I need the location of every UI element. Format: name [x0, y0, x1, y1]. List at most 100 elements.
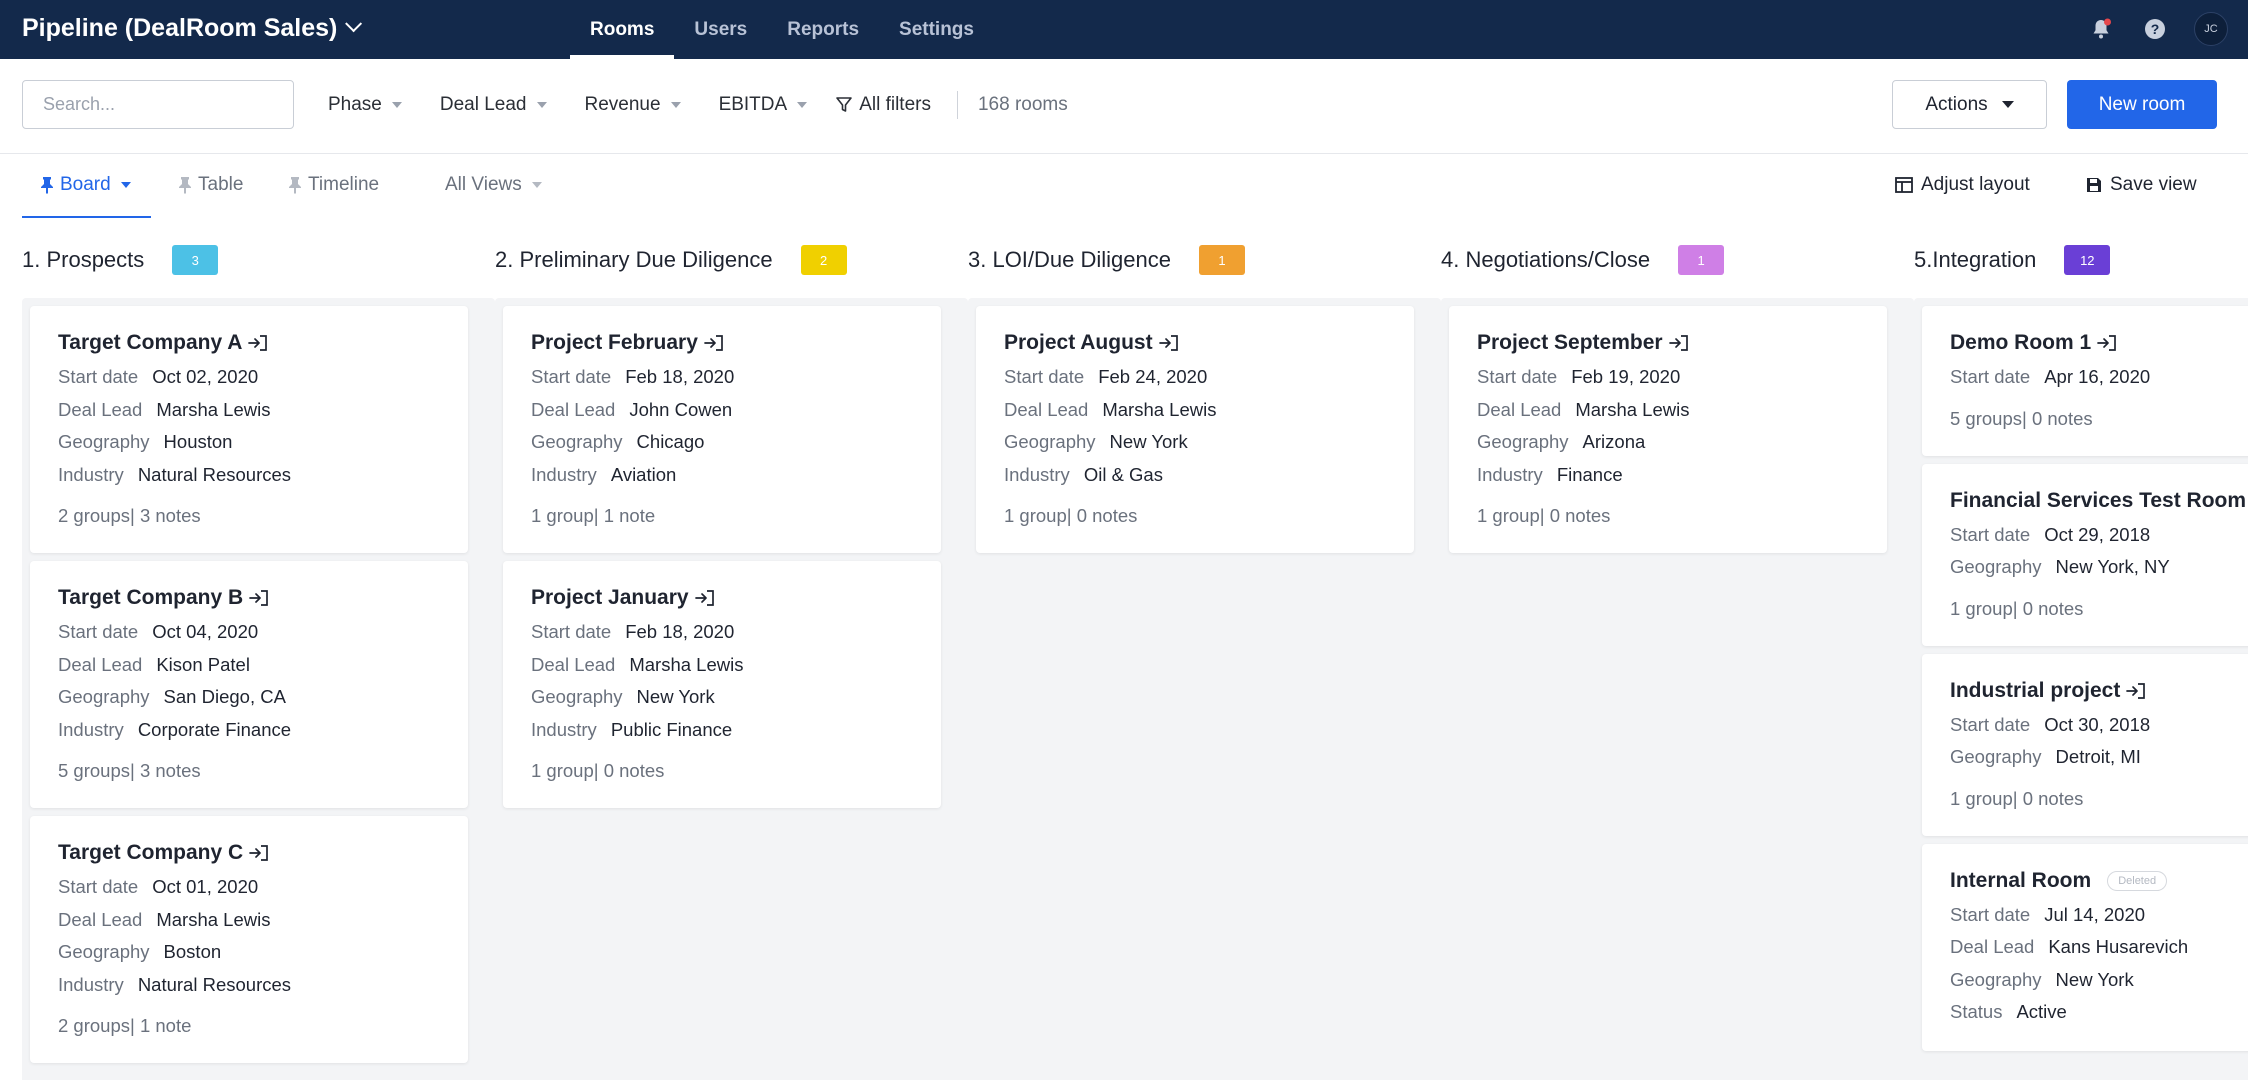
revenue-filter-label: Revenue — [584, 93, 661, 115]
actions-button[interactable]: Actions — [1892, 80, 2047, 129]
column-count-badge: 2 — [800, 245, 847, 275]
field-value: Kison Patel — [156, 653, 250, 675]
field-label: Start date — [531, 366, 612, 388]
card-field-row: Deal Lead Marsha Lewis — [1004, 394, 1414, 427]
groups-notes-count: 1 group| 0 notes — [1477, 505, 1611, 526]
tab-table[interactable]: Table — [178, 154, 243, 216]
column-count-badge: 1 — [1199, 245, 1245, 275]
column-header: 1. Prospects 3 — [22, 243, 219, 277]
enter-room-icon[interactable] — [694, 589, 715, 607]
tab-timeline[interactable]: Timeline — [288, 154, 379, 216]
room-card-title[interactable]: Target Company B — [58, 583, 468, 613]
room-card[interactable]: Financial Services Test Room Start date Oc… — [1922, 463, 2248, 646]
room-card-title[interactable]: Target Company C — [58, 838, 468, 868]
card-field-row: Geography San Diego, CA — [58, 681, 468, 714]
field-label: Geography — [531, 431, 623, 453]
groups-notes-count: 2 groups| 3 notes — [58, 505, 201, 526]
top-nav-bar: Pipeline (DealRoom Sales) Rooms Users Re… — [0, 0, 2248, 59]
card-field-row: Deal Lead Kison Patel — [58, 649, 468, 682]
enter-room-icon[interactable] — [2097, 334, 2117, 352]
field-value: Marsha Lewis — [156, 398, 271, 420]
room-card-title[interactable]: Target Company A — [58, 328, 468, 358]
room-card[interactable]: Target Company B Start date Oct 04, 2020 De… — [30, 561, 468, 808]
pipeline-switcher[interactable]: Pipeline (DealRoom Sales) — [22, 0, 363, 56]
room-card-title[interactable]: Industrial project — [1950, 676, 2248, 706]
enter-room-icon[interactable] — [704, 334, 724, 352]
room-card[interactable]: Target Company C Start date Oct 01, 2020 De… — [30, 816, 468, 1063]
field-value: Feb 18, 2020 — [625, 621, 735, 643]
tab-board-label: Board — [60, 174, 111, 195]
card-field-row: Industry Corporate Finance — [58, 714, 468, 747]
room-name: Project August — [1004, 331, 1153, 354]
room-card-title[interactable]: Project September — [1477, 328, 1887, 358]
field-label: Start date — [1950, 366, 2031, 388]
deleted-badge: Deleted — [2107, 870, 2168, 891]
column-count-badge: 3 — [172, 245, 219, 275]
actions-label: Actions — [1925, 93, 1988, 115]
caret-down-icon — [536, 101, 547, 108]
all-views-dropdown[interactable]: All Views — [445, 154, 542, 216]
field-label: Geography — [1477, 431, 1569, 453]
nav-users[interactable]: Users — [694, 18, 748, 40]
room-card[interactable]: Industrial project Start date Oct 30, 2018… — [1922, 653, 2248, 836]
room-card[interactable]: Demo Room 1 Start date Apr 16, 2020 5 group… — [1922, 306, 2248, 456]
deal-lead-filter[interactable]: Deal Lead — [440, 94, 547, 116]
room-card[interactable]: Project August Start date Feb 24, 2020 Deal… — [976, 306, 1414, 553]
adjust-layout-button[interactable]: Adjust layout — [1895, 154, 2030, 216]
phase-filter[interactable]: Phase — [328, 94, 402, 116]
enter-room-icon[interactable] — [249, 844, 269, 862]
search-input[interactable] — [22, 80, 294, 129]
room-card-title[interactable]: Project February — [531, 328, 941, 358]
ebitda-filter[interactable]: EBITDA — [719, 94, 808, 116]
room-card-title[interactable]: Project August — [1004, 328, 1414, 358]
all-filters-button[interactable]: All filters — [835, 94, 931, 116]
room-card-title[interactable]: Internal Room Deleted — [1950, 866, 2248, 896]
card-field-row: Industry Oil & Gas — [1004, 459, 1414, 492]
tab-table-label: Table — [198, 174, 244, 195]
card-field-row: Deal Lead Marsha Lewis — [531, 649, 941, 682]
save-view-button[interactable]: Save view — [2086, 154, 2197, 216]
enter-room-icon[interactable] — [248, 334, 268, 352]
enter-room-icon[interactable] — [249, 589, 269, 607]
field-value: Oct 30, 2018 — [2044, 713, 2151, 735]
field-label: Deal Lead — [1950, 936, 2035, 958]
enter-room-icon[interactable] — [1668, 334, 1689, 352]
revenue-filter[interactable]: Revenue — [585, 94, 681, 116]
user-avatar[interactable]: JC — [2194, 12, 2228, 46]
room-card-title[interactable]: Financial Services Test Room — [1950, 486, 2248, 516]
field-label: Industry — [531, 718, 597, 740]
room-card[interactable]: Project September Start date Feb 19, 2020 D… — [1449, 306, 1887, 553]
room-card-title[interactable]: Demo Room 1 — [1950, 328, 2248, 358]
field-label: Industry — [58, 463, 124, 485]
card-field-row: Deal Lead John Cowen — [531, 394, 941, 427]
nav-rooms[interactable]: Rooms — [570, 0, 675, 59]
caret-down-icon — [531, 182, 542, 188]
field-value: Boston — [163, 941, 222, 963]
caret-down-icon — [2001, 101, 2014, 108]
caret-down-icon — [120, 182, 131, 188]
card-field-row: Start date Oct 01, 2020 — [58, 871, 468, 904]
field-value: Detroit, MI — [2055, 746, 2141, 768]
field-label: Industry — [58, 973, 124, 995]
field-value: Active — [2016, 1001, 2067, 1023]
help-icon[interactable]: ? — [2140, 14, 2170, 44]
enter-room-icon[interactable] — [1158, 334, 1179, 352]
nav-settings[interactable]: Settings — [899, 18, 974, 40]
new-room-button[interactable]: New room — [2067, 80, 2217, 129]
field-label: Start date — [1004, 366, 1085, 388]
room-card[interactable]: Internal Room Deleted Start date Jul 14, 20… — [1922, 843, 2248, 1051]
card-field-row: Start date Apr 16, 2020 — [1950, 361, 2248, 394]
room-card[interactable]: Project February Start date Feb 18, 2020 De… — [503, 306, 941, 553]
card-field-row: Start date Feb 24, 2020 — [1004, 361, 1414, 394]
field-value: Natural Resources — [137, 463, 292, 485]
enter-room-icon[interactable] — [2126, 682, 2146, 700]
room-card-title[interactable]: Project January — [531, 583, 941, 613]
room-card[interactable]: Project January Start date Feb 18, 2020 Dea… — [503, 561, 941, 808]
notifications-bell-icon[interactable] — [2086, 14, 2116, 44]
field-value: Arizona — [1582, 431, 1646, 453]
nav-reports[interactable]: Reports — [787, 18, 860, 40]
column-lane: Target Company A Start date Oct 02, 2020 De… — [22, 298, 495, 1080]
tab-board[interactable]: Board — [22, 154, 151, 218]
room-card[interactable]: Target Company A Start date Oct 02, 2020 De… — [30, 306, 468, 553]
field-value: Oct 29, 2018 — [2044, 523, 2151, 545]
